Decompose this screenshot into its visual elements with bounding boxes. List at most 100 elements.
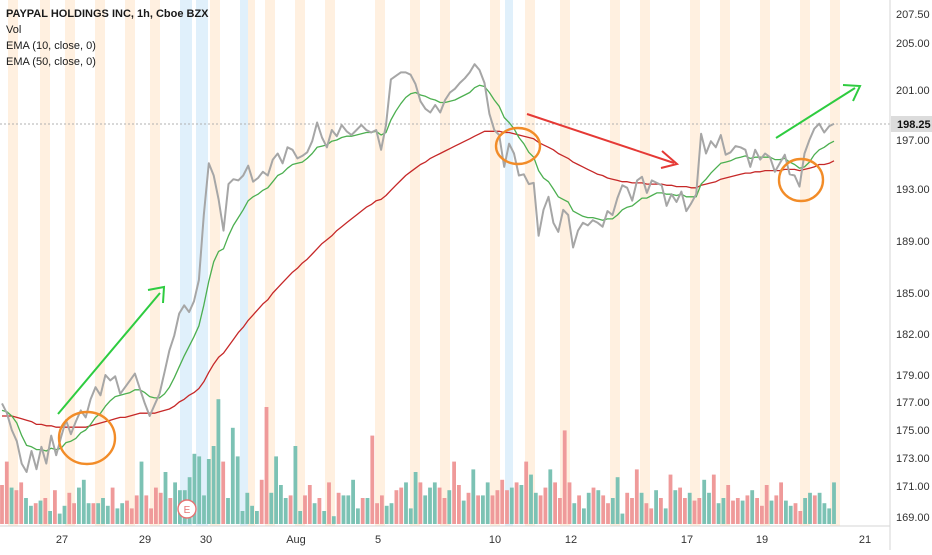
volume-bar bbox=[803, 498, 807, 524]
volume-bar bbox=[62, 505, 67, 524]
volume-bar bbox=[500, 479, 505, 524]
volume-bar bbox=[394, 490, 399, 524]
volume-bar bbox=[216, 399, 221, 524]
line-series bbox=[1, 63, 835, 473]
up-trend-arrow-2 bbox=[775, 87, 856, 139]
volume-bar bbox=[509, 487, 514, 524]
session-band bbox=[150, 0, 160, 526]
legend-vol[interactable]: Vol bbox=[6, 24, 22, 36]
volume-bar bbox=[202, 495, 206, 524]
x-tick-label: 21 bbox=[859, 534, 871, 546]
volume-bar bbox=[533, 492, 538, 524]
volume-bar bbox=[298, 511, 303, 524]
session-band bbox=[95, 0, 105, 526]
symbol-title[interactable]: PAYPAL HOLDINGS INC, 1h, Cboe BZX bbox=[6, 8, 209, 20]
volume-bar bbox=[548, 469, 553, 524]
circle-annotation-3 bbox=[777, 157, 825, 203]
y-tick-label: 175.00 bbox=[896, 425, 930, 437]
volume-bar bbox=[91, 503, 96, 524]
volume-bar bbox=[336, 492, 341, 524]
x-tick-label: 10 bbox=[489, 534, 501, 546]
volume-bar bbox=[769, 500, 774, 524]
volume-bar bbox=[529, 474, 533, 524]
session-band bbox=[325, 0, 335, 526]
volume-bar bbox=[418, 482, 423, 524]
session-band bbox=[490, 0, 500, 526]
volume-bar bbox=[288, 495, 293, 524]
volume-bar bbox=[81, 479, 86, 524]
volume-bar bbox=[490, 495, 495, 524]
volume-bar bbox=[755, 498, 759, 524]
volume-bar bbox=[644, 503, 649, 524]
volume-bar bbox=[788, 505, 793, 524]
volume-bar bbox=[827, 508, 832, 524]
session-band-extended bbox=[196, 0, 208, 526]
event-marker[interactable]: E bbox=[177, 499, 197, 519]
volume-bar bbox=[524, 461, 529, 524]
legend-ema50[interactable]: EMA (50, close, 0) bbox=[6, 56, 96, 68]
session-band bbox=[525, 0, 535, 526]
volume-bar bbox=[812, 495, 817, 524]
volume-bar bbox=[726, 485, 731, 524]
volume-bar bbox=[495, 490, 500, 524]
volume-bar bbox=[48, 511, 52, 524]
volume-bar bbox=[649, 508, 654, 524]
x-tick-label: 30 bbox=[200, 534, 212, 546]
volume-bar bbox=[351, 479, 355, 524]
volume-bar bbox=[375, 503, 379, 524]
y-axis[interactable]: 207.50 205.00 201.00 197.00 193.00 189.00 185.… bbox=[896, 9, 930, 524]
volume-bar bbox=[346, 495, 351, 524]
ema50-line bbox=[2, 130, 835, 428]
volume-bar bbox=[356, 508, 360, 524]
volume-bar bbox=[24, 498, 28, 524]
legend-ema10[interactable]: EMA (10, close, 0) bbox=[6, 40, 96, 52]
volume-bar bbox=[303, 495, 307, 524]
volume-bar bbox=[327, 482, 331, 524]
volume-bar bbox=[423, 495, 428, 524]
volume-bar bbox=[29, 505, 33, 524]
x-axis[interactable]: 27 29 30 Aug 5 10 12 17 19 21 bbox=[56, 534, 871, 546]
session-band bbox=[410, 0, 420, 526]
volume-bar bbox=[615, 477, 620, 524]
volume-bar bbox=[562, 430, 567, 524]
volume-bar bbox=[760, 505, 764, 524]
volume-bar bbox=[33, 503, 38, 524]
y-tick-label: 173.00 bbox=[896, 453, 930, 465]
volume-bar bbox=[572, 503, 577, 524]
volume-bar bbox=[678, 487, 682, 524]
volume-bar bbox=[43, 498, 48, 524]
volume-bar bbox=[567, 482, 572, 524]
earnings-event-icon[interactable] bbox=[177, 499, 197, 519]
volume-bar bbox=[639, 492, 644, 524]
y-tick-label: 193.00 bbox=[896, 184, 930, 196]
volume-bar bbox=[620, 513, 625, 524]
x-tick-label: 12 bbox=[565, 534, 577, 546]
volume-bar bbox=[96, 503, 101, 524]
event-marker-label: E bbox=[184, 505, 191, 516]
volume-bar bbox=[139, 461, 144, 524]
x-tick-label: 29 bbox=[139, 534, 151, 546]
session-band bbox=[560, 0, 570, 526]
volume-bar bbox=[779, 482, 783, 524]
volume-bar bbox=[673, 490, 678, 524]
x-tick-label: 5 bbox=[375, 534, 381, 546]
annotations bbox=[57, 84, 862, 466]
volume-bar bbox=[293, 446, 298, 524]
volume-bar bbox=[72, 503, 76, 524]
session-band bbox=[65, 0, 75, 526]
volume-bar bbox=[808, 492, 812, 524]
volume-bar bbox=[514, 482, 519, 524]
session-band bbox=[760, 0, 770, 526]
session-bands bbox=[8, 0, 840, 526]
x-tick-label: 27 bbox=[56, 534, 68, 546]
session-band bbox=[720, 0, 730, 526]
volume-bar bbox=[538, 495, 543, 524]
down-trend-arrow bbox=[526, 113, 675, 164]
volume-bar bbox=[716, 503, 721, 524]
volume-bar bbox=[399, 487, 404, 524]
volume-bar bbox=[14, 490, 19, 524]
volume-bar bbox=[101, 498, 105, 524]
session-band bbox=[40, 0, 50, 526]
